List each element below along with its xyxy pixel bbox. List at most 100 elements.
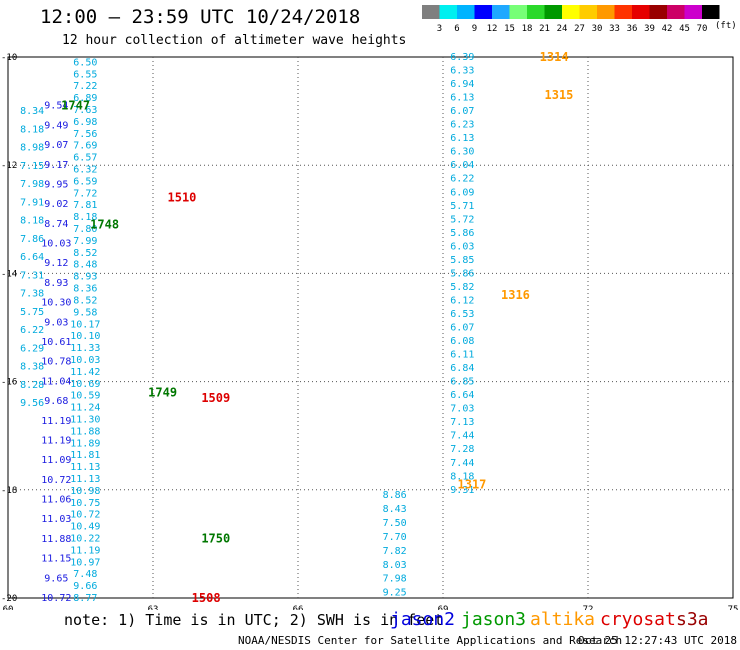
- wave-height-value: 10.03: [70, 355, 100, 366]
- wave-height-value: 7.31: [20, 270, 44, 281]
- wave-height-value: 9.56: [20, 398, 44, 409]
- colorbar-label: 9: [472, 24, 477, 34]
- wave-height-value: 7.28: [450, 444, 474, 455]
- wave-height-value: 8.38: [20, 362, 44, 373]
- wave-height-value: 10.75: [70, 498, 100, 509]
- wave-height-value: 6.55: [73, 69, 97, 80]
- wave-height-value: 8.36: [73, 284, 97, 295]
- map-title: 12:00 – 23:59 UTC 10/24/2018: [40, 6, 361, 28]
- wave-height-value: 8.48: [73, 260, 97, 271]
- footer-note: note: 1) Time is in UTC; 2) SWH is in fe…: [64, 611, 444, 629]
- wave-height-value: 11.33: [70, 343, 100, 354]
- wave-height-value: 6.03: [450, 241, 474, 252]
- y-tick-label: -20: [1, 594, 17, 604]
- wave-height-value: 9.68: [44, 396, 68, 407]
- wave-height-value: 6.85: [450, 377, 474, 388]
- colorbar-label: 45: [679, 24, 690, 34]
- wave-height-value: 10.61: [41, 337, 71, 348]
- wave-height-value: 6.30: [450, 147, 474, 158]
- wave-height-value: 11.09: [41, 455, 71, 466]
- colorbar-swatch: [667, 5, 685, 19]
- x-tick-label: 69: [438, 605, 449, 610]
- wave-height-value: 7.86: [20, 234, 44, 245]
- colorbar-swatch: [632, 5, 650, 19]
- wave-height-value: 6.11: [450, 350, 474, 361]
- wave-height-value: 6.22: [20, 325, 44, 336]
- colorbar-label: 42: [662, 24, 673, 34]
- wave-height-value: 7.98: [20, 179, 44, 190]
- colorbar-label: 12: [487, 24, 498, 34]
- wave-height-value: 10.78: [41, 357, 71, 368]
- plot-frame: [7, 56, 734, 599]
- pass-time-label: 1748: [90, 218, 119, 232]
- wave-height-value: 10.17: [70, 319, 100, 330]
- altimeter-map-plot: 60 63 66 69 72 75-10-12-14-16-18-206.506.557.…: [1, 50, 739, 610]
- colorbar-label: 39: [644, 24, 655, 34]
- colorbar-label: 18: [522, 24, 533, 34]
- wave-height-value: 8.43: [383, 504, 407, 515]
- wave-height-value: 10.59: [70, 391, 100, 402]
- wave-height-value: 11.03: [41, 514, 71, 525]
- colorbar-swatch: [509, 5, 527, 19]
- wave-height-value: 9.66: [73, 581, 97, 592]
- wave-height-value: 7.13: [450, 417, 474, 428]
- colorbar-swatch: [597, 5, 615, 19]
- wave-height-value: 8.93: [44, 278, 68, 289]
- wave-height-value: 6.98: [73, 117, 97, 128]
- wave-height-value: 11.19: [70, 545, 100, 556]
- colorbar-swatch: [474, 5, 492, 19]
- pass-time-label: 1315: [545, 88, 574, 102]
- colorbar-swatch: [422, 5, 440, 19]
- wave-height-value: 5.86: [450, 268, 474, 279]
- legend-jason3: jason3: [461, 609, 527, 630]
- colorbar-label: 3: [437, 24, 442, 34]
- wave-height-value: 6.13: [450, 133, 474, 144]
- wave-height-value: 6.13: [450, 93, 474, 104]
- wave-height-value: 11.42: [70, 367, 100, 378]
- wave-height-value: 7.38: [20, 289, 44, 300]
- wave-height-value: 10.97: [70, 557, 100, 568]
- wave-height-value: 9.07: [44, 140, 68, 151]
- wave-height-value: 7.44: [450, 431, 474, 442]
- wave-height-value: 7.69: [73, 141, 97, 152]
- colorbar-label: 21: [539, 24, 550, 34]
- pass-time-label: 1749: [148, 385, 177, 399]
- wave-height-value: 9.03: [44, 317, 68, 328]
- wave-height-value: 7.44: [450, 458, 474, 469]
- wave-height-value: 7.63: [73, 105, 97, 116]
- y-tick-label: -12: [1, 161, 17, 171]
- pass-time-label: 1508: [192, 591, 221, 605]
- wave-height-value: 6.29: [20, 343, 44, 354]
- colorbar-swatch: [684, 5, 702, 19]
- colorbar-swatch: [614, 5, 632, 19]
- wave-height-value: 9.58: [73, 307, 97, 318]
- generation-timestamp: Oct 25 12:27:43 UTC 2018: [578, 634, 737, 647]
- legend-cryosat: cryosat: [600, 609, 676, 630]
- wave-height-value: 8.52: [73, 295, 97, 306]
- colorbar-unit: (ft): [715, 21, 737, 31]
- wave-height-value: 7.56: [73, 129, 97, 140]
- wave-height-value: 6.07: [450, 323, 474, 334]
- wave-height-value: 7.70: [383, 532, 407, 543]
- wave-height-value: 11.06: [41, 495, 71, 506]
- wave-height-colorbar: 3 6 9 12 15 18 21 24 27 30 33 36 39 42 45 70: [422, 5, 720, 34]
- wave-height-value: 11.19: [41, 435, 71, 446]
- wave-height-value: 10.10: [70, 331, 100, 342]
- pass-time-label: 1510: [168, 191, 197, 205]
- wave-height-value: 6.59: [73, 176, 97, 187]
- wave-height-value: 6.12: [450, 295, 474, 306]
- wave-height-value: 10.72: [41, 593, 71, 604]
- wave-height-value: 6.22: [450, 174, 474, 185]
- wave-height-value: 11.13: [70, 474, 100, 485]
- wave-height-value: 6.32: [73, 165, 97, 176]
- wave-height-value: 7.72: [73, 188, 97, 199]
- colorbar-label: 24: [557, 24, 568, 34]
- wave-height-value: 6.50: [73, 57, 97, 68]
- pass-time-label: 1750: [201, 531, 230, 545]
- wave-height-value: 7.22: [73, 81, 97, 92]
- wave-height-value: 6.04: [450, 160, 474, 171]
- wave-height-value: 5.86: [450, 228, 474, 239]
- wave-height-value: 10.30: [41, 298, 71, 309]
- wave-height-value: 5.72: [450, 214, 474, 225]
- x-tick-label: 75: [728, 605, 739, 610]
